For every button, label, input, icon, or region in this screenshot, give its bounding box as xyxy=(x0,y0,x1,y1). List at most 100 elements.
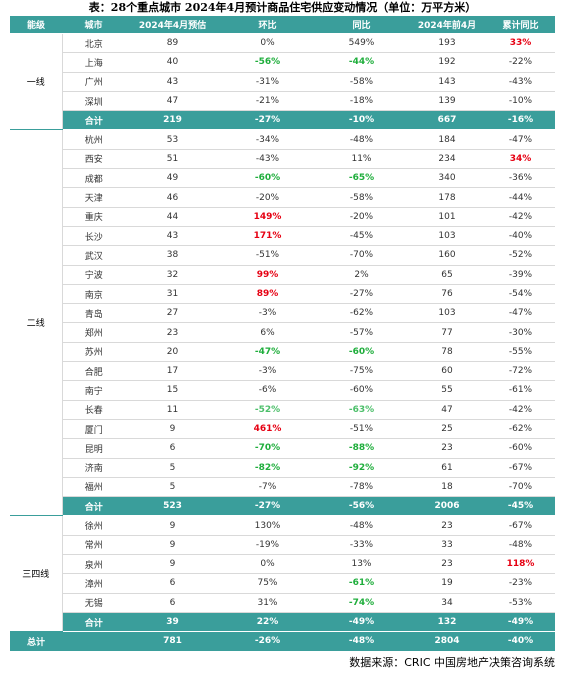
value-cell: 49 xyxy=(125,168,220,189)
value-cell: -23% xyxy=(486,573,555,594)
value-cell: -3% xyxy=(220,303,315,324)
value-cell: -43% xyxy=(486,72,555,92)
value-cell: 47 xyxy=(408,400,486,420)
subtotal-cell: -16% xyxy=(486,110,555,131)
subtotal-cell: -10% xyxy=(315,110,408,131)
value-cell: -7% xyxy=(220,477,315,498)
city-name: 成都 xyxy=(62,168,125,189)
title: 表：28个重点城市 2024年4月预计商品住宅供应变动情况（单位：万平方米） xyxy=(88,1,477,14)
city-row: 上海 40 -56% -44% 192 -22% xyxy=(10,52,555,73)
value-cell: 89% xyxy=(220,284,315,305)
value-cell: 2% xyxy=(315,265,408,285)
subtotal-cell: 39 xyxy=(125,612,220,633)
value-cell: -57% xyxy=(315,322,408,343)
value-cell: -61% xyxy=(315,573,408,594)
city-row: 济南 5 -82% -92% 61 -67% xyxy=(10,458,555,478)
value-cell: 6 xyxy=(125,593,220,613)
value-cell: -51% xyxy=(315,419,408,440)
value-cell: 101 xyxy=(408,207,486,227)
subtotal-cell: 22% xyxy=(220,612,315,633)
value-cell: 38 xyxy=(125,245,220,266)
city-name: 济南 xyxy=(62,458,125,478)
value-cell: 9 xyxy=(125,535,220,556)
header-cell: 城市 xyxy=(62,16,125,34)
city-name: 常州 xyxy=(62,535,125,556)
subtotal-row: 合计 219 -27% -10% 667 -16% xyxy=(10,110,555,131)
value-cell: 9 xyxy=(125,515,220,536)
value-cell: -22% xyxy=(486,52,555,73)
value-cell: -44% xyxy=(486,187,555,208)
value-cell: 75% xyxy=(220,573,315,594)
value-cell: 178 xyxy=(408,187,486,208)
total-cell: 2804 xyxy=(408,631,486,652)
city-name: 无锡 xyxy=(62,593,125,613)
value-cell: -58% xyxy=(315,72,408,92)
value-cell: -52% xyxy=(486,245,555,266)
city-name: 西安 xyxy=(62,149,125,170)
value-cell: -56% xyxy=(220,52,315,73)
value-cell: 11 xyxy=(125,400,220,420)
value-cell: -47% xyxy=(486,129,555,150)
city-row: 南宁 15 -6% -60% 55 -61% xyxy=(10,380,555,401)
value-cell: 55 xyxy=(408,380,486,401)
value-cell: 103 xyxy=(408,226,486,247)
value-cell: -18% xyxy=(315,91,408,112)
value-cell: 65 xyxy=(408,265,486,285)
value-cell: 43 xyxy=(125,226,220,247)
table-body: 一线 北京 89 0% 549% 193 33% 上海 40 -56% -44% 192 -22% 广州 4… xyxy=(10,33,555,652)
city-row: 长春 11 -52% -63% 47 -42% xyxy=(10,400,555,420)
city-row: 昆明 6 -70% -88% 23 -60% xyxy=(10,438,555,459)
value-cell: 47 xyxy=(125,91,220,112)
city-name: 长沙 xyxy=(62,226,125,247)
value-cell: -51% xyxy=(220,245,315,266)
city-name: 宁波 xyxy=(62,265,125,285)
value-cell: 139 xyxy=(408,91,486,112)
value-cell: 53 xyxy=(125,129,220,150)
value-cell: 193 xyxy=(408,33,486,54)
value-cell: 9 xyxy=(125,419,220,440)
city-name: 北京 xyxy=(62,33,125,54)
value-cell: 46 xyxy=(125,187,220,208)
value-cell: 60 xyxy=(408,361,486,382)
value-cell: 130% xyxy=(220,515,315,536)
value-cell: 23 xyxy=(125,322,220,343)
city-row: 泉州 9 0% 13% 23 118% xyxy=(10,554,555,575)
value-cell: -63% xyxy=(315,400,408,420)
city-row: 重庆 44 149% -20% 101 -42% xyxy=(10,207,555,227)
value-cell: 33 xyxy=(408,535,486,556)
value-cell: 25 xyxy=(408,419,486,440)
city-name: 漳州 xyxy=(62,573,125,594)
value-cell: 234 xyxy=(408,149,486,170)
value-cell: -58% xyxy=(315,187,408,208)
value-cell: 18 xyxy=(408,477,486,498)
value-cell: -20% xyxy=(220,187,315,208)
city-row: 二线 杭州 53 -34% -48% 184 -47% xyxy=(10,129,555,517)
city-name: 昆明 xyxy=(62,438,125,459)
city-row: 西安 51 -43% 11% 234 34% xyxy=(10,149,555,170)
value-cell: -47% xyxy=(220,342,315,363)
subtotal-cell: 523 xyxy=(125,496,220,517)
empty-cell xyxy=(62,631,125,652)
city-row: 福州 5 -7% -78% 18 -70% xyxy=(10,477,555,498)
total-label: 总计 xyxy=(10,631,62,652)
level-cell: 三四线 xyxy=(10,515,63,633)
value-cell: 78 xyxy=(408,342,486,363)
value-cell: -65% xyxy=(315,168,408,189)
value-cell: 19 xyxy=(408,573,486,594)
value-cell: 34 xyxy=(408,593,486,613)
city-name: 徐州 xyxy=(62,515,125,536)
header-cell: 能级 xyxy=(10,16,62,34)
city-name: 泉州 xyxy=(62,554,125,575)
subtotal-label: 合计 xyxy=(62,110,125,131)
city-name: 苏州 xyxy=(62,342,125,363)
level-cell: 一线 xyxy=(10,33,63,131)
value-cell: -60% xyxy=(486,438,555,459)
header-cell: 2024年前4月 xyxy=(408,16,486,34)
value-cell: -92% xyxy=(315,458,408,478)
city-name: 长春 xyxy=(62,400,125,420)
city-name: 青岛 xyxy=(62,303,125,324)
city-row: 广州 43 -31% -58% 143 -43% xyxy=(10,72,555,92)
city-name: 上海 xyxy=(62,52,125,73)
city-name: 深圳 xyxy=(62,91,125,112)
